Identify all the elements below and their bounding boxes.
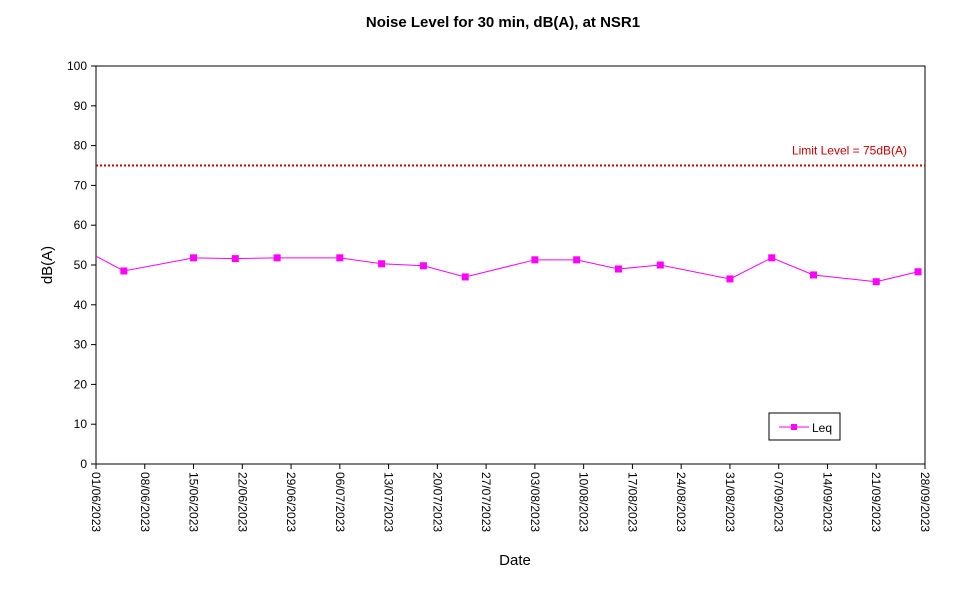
legend-marker: [791, 424, 797, 430]
data-point: [190, 254, 198, 262]
x-tick-label: 24/08/2023: [674, 472, 688, 532]
data-point: [273, 254, 281, 262]
data-point: [419, 262, 427, 270]
y-tick-label: 50: [74, 258, 88, 272]
x-tick-label: 28/09/2023: [918, 472, 932, 532]
x-tick-label: 21/09/2023: [869, 472, 883, 532]
x-tick-label: 22/06/2023: [235, 472, 249, 532]
data-point: [461, 273, 469, 281]
data-point: [914, 268, 922, 276]
data-point: [531, 256, 539, 264]
data-point: [810, 271, 818, 279]
data-point: [573, 256, 581, 264]
series-line-leq: [95, 255, 919, 283]
x-tick-label: 10/08/2023: [577, 472, 591, 532]
x-tick-label: 27/07/2023: [479, 472, 493, 532]
series-layer: [95, 254, 922, 286]
x-axis-label: Date: [499, 552, 531, 569]
x-tick-label: 31/08/2023: [723, 472, 737, 532]
x-tick-label: 01/06/2023: [89, 472, 103, 532]
chart-title: Noise Level for 30 min, dB(A), at NSR1: [366, 14, 640, 31]
x-tick-label: 13/07/2023: [382, 472, 396, 532]
data-point: [120, 267, 128, 275]
x-tick-label: 03/08/2023: [528, 472, 542, 532]
x-tick-label: 29/06/2023: [284, 472, 298, 532]
y-tick-label: 100: [67, 59, 87, 73]
data-point: [726, 275, 734, 283]
x-axis: 01/06/2023 08/06/2023 15/06/2023 22/06/2023…: [89, 464, 932, 532]
plot-area: [95, 65, 926, 465]
y-tick-label: 10: [74, 417, 88, 431]
y-axis: 0 10 20 30 40 50 60 70 80 90 100: [67, 59, 96, 471]
x-tick-label: 14/09/2023: [820, 472, 834, 532]
legend: Leq: [768, 412, 841, 441]
data-point: [656, 261, 664, 269]
data-point: [378, 260, 386, 268]
x-tick-label: 20/07/2023: [430, 472, 444, 532]
data-point: [614, 265, 622, 273]
x-tick-label: 06/07/2023: [333, 472, 347, 532]
data-point: [768, 254, 776, 262]
y-tick-label: 90: [74, 99, 88, 113]
data-point: [231, 255, 239, 263]
x-tick-label: 15/06/2023: [187, 472, 201, 532]
legend-label: Leq: [812, 421, 832, 435]
limit-label: Limit Level = 75dB(A): [792, 144, 907, 158]
y-axis-label: dB(A): [39, 246, 56, 284]
x-tick-label: 07/09/2023: [772, 472, 786, 532]
y-tick-label: 70: [74, 178, 88, 192]
x-tick-label: 08/06/2023: [138, 472, 152, 532]
y-tick-label: 60: [74, 218, 88, 232]
y-tick-label: 80: [74, 139, 88, 153]
data-point: [872, 278, 880, 286]
y-tick-label: 40: [74, 298, 88, 312]
y-tick-label: 30: [74, 338, 88, 352]
y-tick-label: 20: [74, 377, 88, 391]
data-point: [336, 254, 344, 262]
x-tick-label: 17/08/2023: [625, 472, 639, 532]
y-tick-label: 0: [80, 457, 87, 471]
